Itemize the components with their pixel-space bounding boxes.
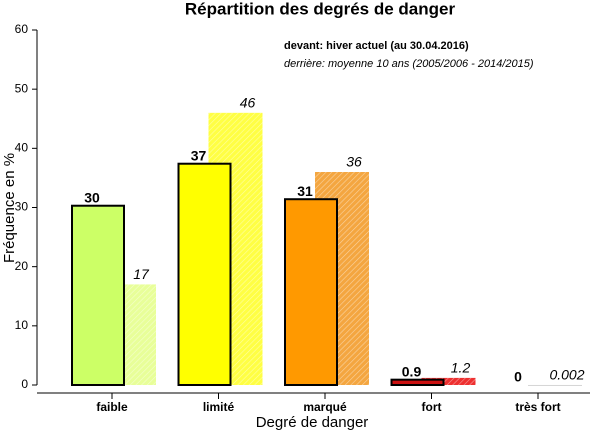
value-label: 0 (514, 369, 522, 385)
value-label: 30 (84, 189, 100, 205)
y-tick-label: 0 (21, 377, 28, 391)
value-label: 46 (240, 95, 256, 111)
value-label: 0.002 (549, 367, 584, 383)
legend-entry: derrière: moyenne 10 ans (2005/2006 - 20… (284, 58, 534, 70)
value-label: 0.9 (402, 363, 422, 379)
y-tick-label: 30 (15, 200, 29, 214)
bar (179, 164, 231, 385)
y-tick-label: 40 (15, 141, 29, 155)
bar (72, 206, 124, 385)
x-tick-label: marqué (303, 400, 347, 414)
value-label: 31 (297, 183, 313, 199)
x-tick-label: faible (96, 400, 128, 414)
x-tick-label: très fort (515, 400, 560, 414)
bar (528, 385, 582, 386)
y-tick-label: 10 (15, 318, 29, 332)
bar (392, 380, 444, 385)
chart-title: Répartition des degrés de danger (185, 0, 456, 18)
value-label: 36 (346, 154, 362, 170)
value-label: 37 (191, 147, 207, 163)
y-tick-label: 20 (15, 259, 29, 273)
y-tick-label: 50 (15, 81, 29, 95)
value-label: 1.2 (451, 360, 471, 376)
bar (285, 199, 337, 385)
x-tick-label: fort (422, 400, 442, 414)
legend-entry: devant: hiver actuel (au 30.04.2016) (284, 40, 469, 52)
value-label: 17 (133, 266, 150, 282)
y-tick-label: 60 (15, 22, 29, 36)
x-axis-label: Degré de danger (256, 414, 369, 431)
x-tick-label: limité (203, 400, 235, 414)
